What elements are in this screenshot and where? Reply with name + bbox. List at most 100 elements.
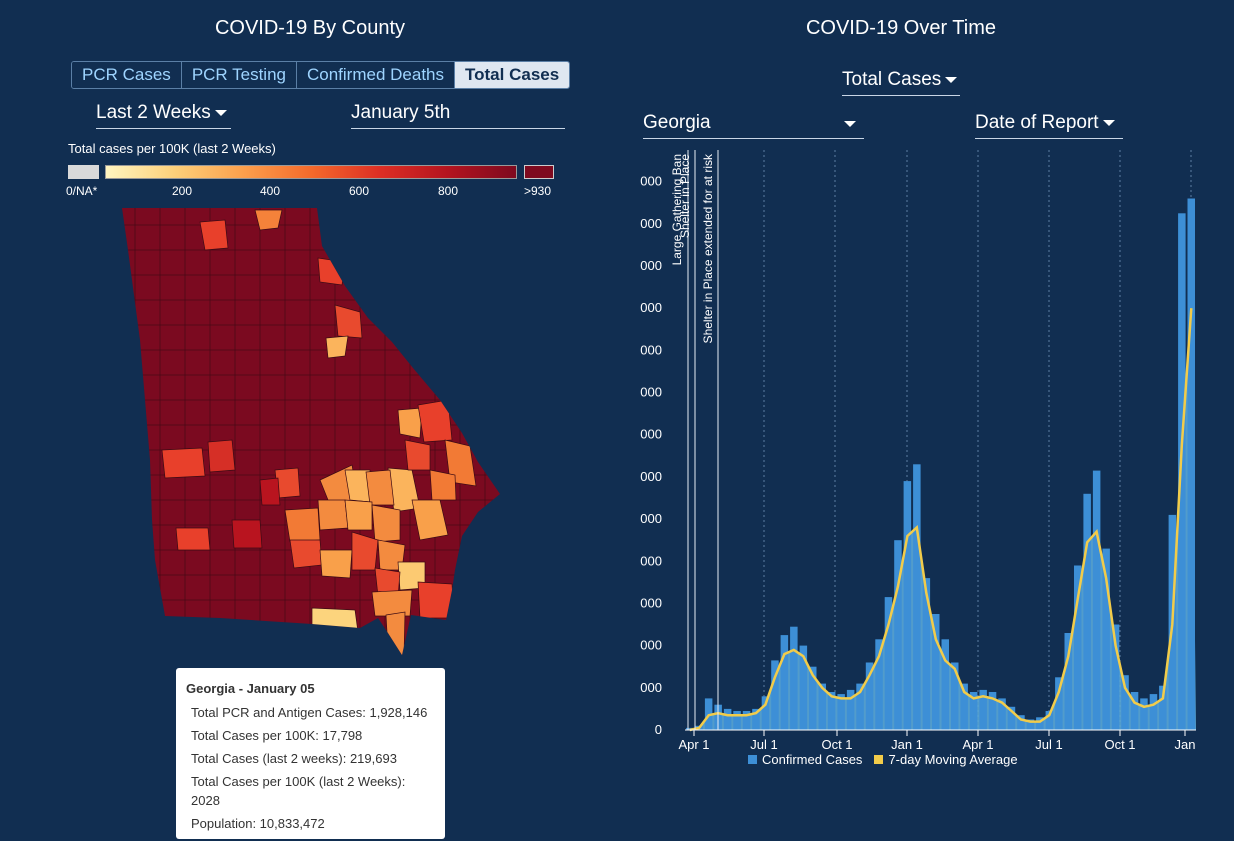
x-tick-label: Jul 1 <box>1035 737 1062 752</box>
tooltip-line: Population: 10,833,472 <box>191 816 325 831</box>
case-bar <box>884 597 893 730</box>
y-tick-label: 4000 <box>640 638 662 653</box>
case-bar <box>1140 698 1148 730</box>
x-tick-label: Jul 1 <box>750 737 777 752</box>
chevron-down-icon <box>945 76 958 83</box>
case-bar <box>1036 717 1044 730</box>
case-bar <box>818 683 826 730</box>
case-bar <box>809 666 817 730</box>
chevron-down-icon <box>214 109 227 116</box>
state-tooltip: Georgia - January 05 Total PCR and Antig… <box>176 668 445 839</box>
case-bar <box>780 635 789 730</box>
case-bar <box>941 639 949 730</box>
legend-tick: 600 <box>349 184 370 198</box>
case-bar <box>894 540 902 730</box>
case-bar <box>1130 692 1139 730</box>
case-bar <box>742 711 751 730</box>
legend-swatch-bars <box>748 755 757 764</box>
highlight-counties <box>161 209 477 655</box>
case-bar <box>761 696 770 730</box>
case-bar <box>1102 548 1110 730</box>
tooltip-line: Total Cases (last 2 weeks): 219,693 <box>191 751 397 766</box>
legend-na-swatch <box>68 165 99 179</box>
legend-swatch-line <box>874 755 884 764</box>
y-tick-label: 22000 <box>640 258 662 273</box>
tooltip-title: Georgia - January 05 <box>186 681 315 696</box>
chevron-down-icon <box>1102 119 1115 126</box>
tab-total-cases[interactable]: Total Cases <box>455 62 570 88</box>
tooltip-line: Total Cases per 100K: 17,798 <box>191 728 363 743</box>
case-bar <box>1159 685 1167 730</box>
case-bar <box>913 464 921 730</box>
tab-pcr-cases[interactable]: PCR Cases <box>72 62 182 88</box>
moving-average-line <box>689 308 1193 732</box>
x-tick-label: Apr 1 <box>678 737 709 752</box>
case-bar <box>1092 470 1101 730</box>
date-select-label: January 5th <box>351 102 451 123</box>
legend-na-label: 0/NA* <box>66 184 98 198</box>
case-bar <box>1074 565 1082 730</box>
x-tick-label: Oct 1 <box>821 737 852 752</box>
case-bar <box>1064 633 1072 730</box>
period-select-label: Last 2 Weeks <box>96 102 211 123</box>
legend-max-label: >930 <box>524 184 552 198</box>
tooltip-line: Total PCR and Antigen Cases: 1,928,146 <box>191 705 428 720</box>
case-bar <box>1083 493 1091 730</box>
legend-tick: 800 <box>438 184 459 198</box>
legend-item-confirmed: Confirmed Cases <box>748 752 862 767</box>
x-tick-label: Jan 1 <box>891 737 923 752</box>
case-bar <box>752 708 760 730</box>
y-tick-label: 26000 <box>640 174 662 189</box>
case-bar <box>998 698 1006 730</box>
x-tick-label: Jan <box>1175 737 1196 752</box>
case-bar <box>979 689 987 730</box>
case-bar <box>846 689 855 730</box>
case-bar <box>1187 198 1195 730</box>
date-type-select-label: Date of Report <box>975 112 1099 133</box>
case-bar <box>856 683 864 730</box>
case-bar <box>837 694 845 730</box>
case-bar <box>875 639 883 730</box>
x-tick-label: Apr 1 <box>962 737 993 752</box>
over-time-title: COVID-19 Over Time <box>805 17 997 39</box>
legend-item-moving-average: 7-day Moving Average <box>874 752 1018 767</box>
case-bar <box>799 645 808 730</box>
cases-over-time-chart[interactable]: 0 2000 4000 6000 8000 10000 12000 14000 16000 180… <box>640 140 1230 752</box>
case-bar <box>969 692 978 730</box>
legend-title: Total cases per 100K (last 2 Weeks) <box>68 141 276 156</box>
case-bar <box>1007 706 1016 730</box>
date-type-select[interactable]: Date of Report <box>975 110 1123 139</box>
case-bar <box>1121 675 1129 730</box>
y-tick-label: 0 <box>655 722 662 737</box>
legend-label-moving-average: 7-day Moving Average <box>888 752 1018 767</box>
y-tick-label: 2000 <box>640 680 662 695</box>
case-bar <box>903 481 912 730</box>
chevron-down-icon <box>844 121 856 127</box>
metric-select[interactable]: Total Cases <box>842 67 960 96</box>
case-bar <box>960 683 968 730</box>
x-tick-label: Oct 1 <box>1104 737 1135 752</box>
case-bar <box>1149 694 1158 730</box>
region-select[interactable]: Georgia <box>643 110 864 139</box>
date-select[interactable]: January 5th <box>351 100 565 129</box>
georgia-county-map[interactable] <box>110 200 510 660</box>
case-bar <box>723 708 732 730</box>
tab-pcr-testing[interactable]: PCR Testing <box>181 62 297 88</box>
case-bar <box>771 660 779 730</box>
case-bar <box>1178 213 1186 731</box>
period-select[interactable]: Last 2 Weeks <box>96 100 231 129</box>
y-tick-label: 14000 <box>640 427 662 442</box>
tab-confirmed-deaths[interactable]: Confirmed Deaths <box>297 62 456 88</box>
county-map-title: COVID-19 By County <box>214 17 406 39</box>
tooltip-line: Total Cases per 100K (last 2 Weeks): 202… <box>191 774 406 808</box>
y-tick-label: 24000 <box>640 216 662 231</box>
case-bar <box>922 578 931 730</box>
annotation-label: Shelter in Place extended for at risk <box>701 153 715 343</box>
legend-tick: 400 <box>260 184 281 198</box>
case-bar <box>1055 677 1063 730</box>
case-bar <box>827 692 836 730</box>
y-tick-label: 10000 <box>640 511 662 526</box>
legend-max-swatch <box>524 165 554 179</box>
y-tick-label: 18000 <box>640 342 662 357</box>
y-tick-label: 6000 <box>640 595 662 610</box>
